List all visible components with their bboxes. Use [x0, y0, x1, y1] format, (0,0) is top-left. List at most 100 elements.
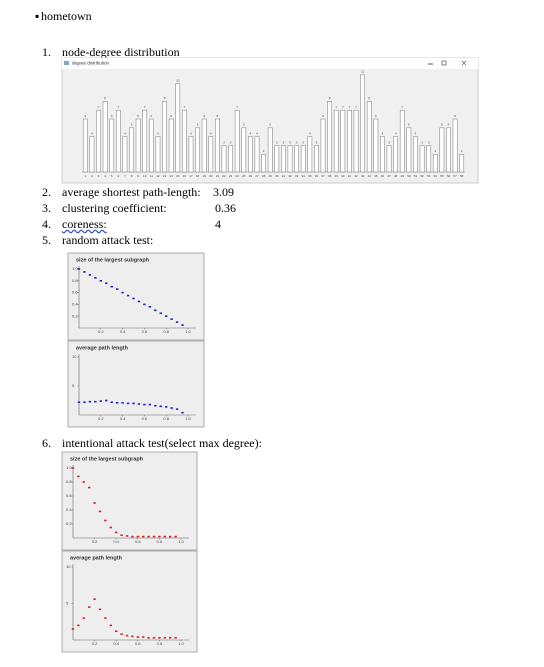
- point: [132, 297, 135, 300]
- close-icon[interactable]: [461, 60, 467, 66]
- y-tick-label: 0.4: [72, 301, 78, 306]
- point: [159, 405, 162, 408]
- y-tick-label: 0.8: [72, 278, 78, 283]
- point: [132, 402, 135, 405]
- bar: [419, 145, 425, 173]
- bar: [215, 118, 220, 173]
- bar: [432, 154, 438, 173]
- bar-value-label: 5: [243, 123, 245, 127]
- x-tick-label: 1.0: [178, 641, 184, 646]
- bar-value-label: 6: [111, 114, 113, 118]
- point: [147, 535, 150, 538]
- point: [121, 291, 124, 294]
- bar-value-label: 6: [84, 114, 86, 118]
- x-tick-label: 32: [288, 174, 292, 178]
- x-tick-label: 26: [249, 174, 253, 178]
- x-tick-label: 0.6: [135, 539, 141, 544]
- x-tick-label: 34: [302, 174, 306, 178]
- bar-value-label: 2: [434, 149, 436, 153]
- doc-title: hometown: [41, 9, 92, 23]
- x-tick-label: 52: [420, 174, 424, 178]
- x-tick-label: 56: [447, 174, 451, 178]
- x-tick-label: 42: [354, 174, 358, 178]
- point: [82, 617, 85, 619]
- bar: [254, 136, 260, 173]
- x-tick-label: 23: [229, 174, 233, 178]
- x-tick-label: 0.6: [135, 641, 141, 646]
- bar: [175, 83, 181, 173]
- bar: [386, 145, 392, 173]
- x-tick-label: 36: [315, 174, 319, 178]
- bar: [314, 145, 319, 173]
- point: [126, 294, 130, 297]
- bar-value-label: 3: [289, 140, 291, 144]
- bar-value-label: 4: [256, 131, 258, 135]
- bar: [188, 136, 194, 173]
- point: [82, 481, 85, 483]
- bar-value-label: 3: [388, 140, 390, 144]
- bar-value-label: 3: [302, 140, 304, 144]
- bar: [373, 118, 379, 173]
- bar-value-label: 3: [316, 140, 318, 144]
- point: [115, 630, 118, 633]
- bar: [148, 118, 154, 173]
- bar-value-label: 3: [283, 140, 285, 144]
- y-tick-label: 1.0: [66, 465, 72, 470]
- bar-value-label: 6: [151, 114, 153, 118]
- bar-value-label: 6: [137, 114, 139, 118]
- panel-title: size of the largest subgraph: [76, 257, 150, 263]
- point: [115, 531, 118, 534]
- item-label: node-degree distribution: [62, 45, 180, 59]
- point: [165, 406, 168, 408]
- bar: [261, 154, 266, 173]
- point: [115, 288, 119, 290]
- item-label: intentional attack test(select max degre…: [62, 436, 262, 450]
- point: [136, 535, 139, 538]
- item-label: coreness:: [62, 217, 107, 231]
- bar: [287, 145, 293, 173]
- bar: [452, 118, 458, 173]
- panel: [67, 252, 205, 341]
- y-tick-label: 0.6: [66, 493, 72, 498]
- x-tick-label: 14: [169, 174, 173, 178]
- point: [163, 535, 166, 538]
- x-tick-label: 49: [401, 174, 405, 178]
- panel: [61, 550, 198, 653]
- bar-value-label: 7: [184, 105, 186, 109]
- x-tick-label: 6: [117, 174, 119, 178]
- x-tick-label: 0.8: [157, 539, 163, 544]
- bar: [399, 109, 405, 173]
- y-tick-label: 10: [72, 354, 77, 359]
- point: [163, 637, 166, 639]
- bar: [380, 136, 385, 173]
- point: [125, 535, 129, 537]
- x-tick-label: 13: [163, 174, 167, 178]
- point: [143, 303, 146, 306]
- bar: [366, 101, 372, 173]
- x-tick-label: 0.2: [98, 416, 104, 421]
- window-titlebar: [62, 58, 478, 69]
- x-tick-label: 53: [427, 174, 431, 178]
- bar: [333, 109, 339, 173]
- point: [83, 401, 86, 404]
- point: [175, 408, 179, 410]
- x-tick-label: 0.2: [98, 329, 104, 334]
- maximize-icon[interactable]: [441, 60, 447, 66]
- point: [152, 535, 156, 538]
- x-tick-label: 0.8: [163, 329, 169, 334]
- point: [71, 467, 75, 469]
- point: [169, 535, 172, 538]
- point: [109, 624, 112, 627]
- point: [121, 402, 124, 404]
- bar-value-label: 4: [190, 131, 192, 135]
- y-tick-label: 10: [66, 564, 71, 569]
- bar-value-label: 5: [269, 123, 271, 127]
- x-tick-label: 1.0: [178, 539, 184, 544]
- point: [170, 318, 173, 320]
- x-tick-label: 41: [348, 174, 352, 178]
- point: [142, 636, 145, 638]
- point: [131, 635, 134, 638]
- bar-value-label: 7: [342, 105, 344, 109]
- x-tick-label: 12: [156, 174, 160, 178]
